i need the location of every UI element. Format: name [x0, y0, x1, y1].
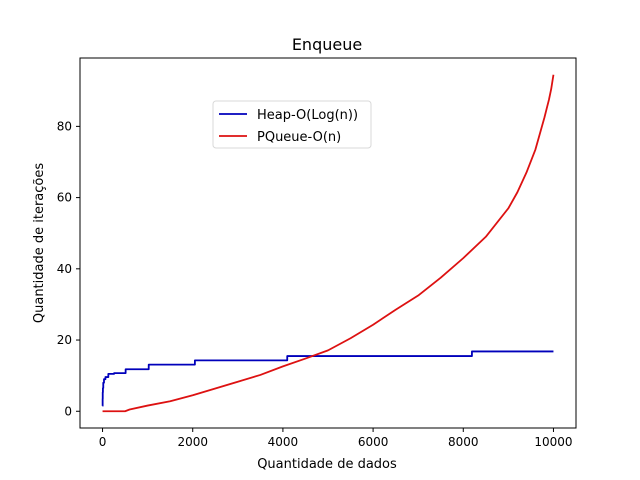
axes-layer: 0 2000 4000 6000 8000 10000 0 20 40 60 80 — [57, 57, 577, 449]
x-tick-label: 10000 — [534, 435, 572, 449]
x-tick-label: 4000 — [268, 435, 299, 449]
series-line-1 — [102, 74, 555, 413]
axes-frame — [79, 57, 577, 429]
y-tick-label: 20 — [57, 333, 72, 347]
y-tick-label: 0 — [64, 404, 72, 418]
series-line-0 — [101, 350, 554, 407]
chart-title: Enqueue — [292, 35, 362, 54]
x-axis-label: Quantidade de dados — [257, 457, 397, 472]
series-layer — [101, 74, 555, 413]
y-tick-label: 60 — [57, 191, 72, 205]
x-tick-label: 2000 — [177, 435, 208, 449]
y-tick-label: 80 — [57, 119, 72, 133]
legend-label-1: PQueue-O(n) — [257, 130, 341, 145]
legend: Heap-O(Log(n)) PQueue-O(n) — [212, 100, 372, 149]
legend-box — [212, 100, 372, 149]
x-tick-label: 0 — [99, 435, 107, 449]
y-tick-label: 40 — [57, 262, 72, 276]
legend-label-0: Heap-O(Log(n)) — [257, 108, 358, 123]
y-axis-label: Quantidade de iterações — [32, 163, 47, 323]
x-tick-label: 6000 — [358, 435, 389, 449]
x-tick-label: 8000 — [448, 435, 479, 449]
